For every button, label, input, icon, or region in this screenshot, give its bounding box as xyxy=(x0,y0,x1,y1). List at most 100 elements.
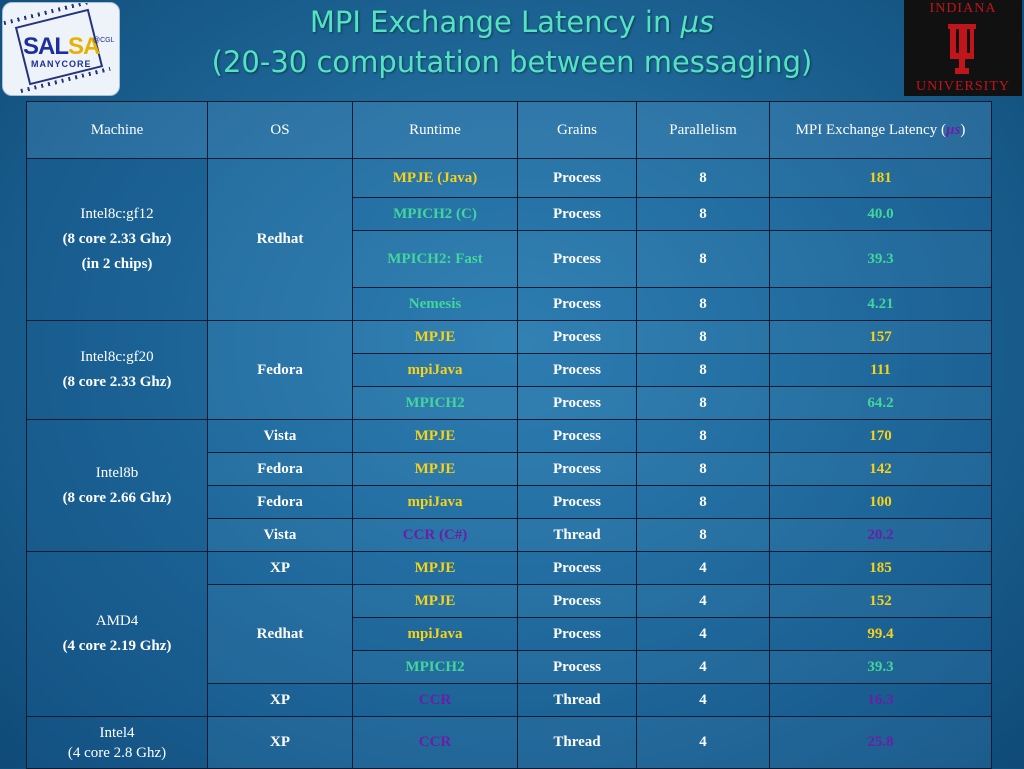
os-cell: XP xyxy=(207,551,353,585)
slide-title: MPI Exchange Latency in µs (20-30 comput… xyxy=(120,2,904,82)
runtime-cell: mpiJava xyxy=(352,485,518,519)
runtime-cell: MPICH2 (C) xyxy=(352,197,518,231)
os-cell: Vista xyxy=(207,419,353,453)
salsa-wordmark: SALSA xyxy=(23,33,100,60)
grains-cell: Process xyxy=(517,584,637,618)
header-latency: MPI Exchange Latency (µs) xyxy=(769,101,992,159)
grains-cell: Process xyxy=(517,485,637,519)
latency-cell: 181 xyxy=(769,158,992,198)
latency-cell: 100 xyxy=(769,485,992,519)
grains-cell: Process xyxy=(517,230,637,288)
latency-cell: 142 xyxy=(769,452,992,486)
indiana-university-logo: INDIANA UNIVERSITY xyxy=(904,0,1022,96)
runtime-cell: CCR xyxy=(352,683,518,717)
grains-cell: Process xyxy=(517,158,637,198)
parallelism-cell: 4 xyxy=(636,584,770,618)
runtime-cell: MPJE xyxy=(352,452,518,486)
latency-cell: 40.0 xyxy=(769,197,992,231)
parallelism-cell: 8 xyxy=(636,320,770,354)
parallelism-cell: 4 xyxy=(636,683,770,717)
parallelism-cell: 8 xyxy=(636,230,770,288)
parallelism-cell: 8 xyxy=(636,419,770,453)
parallelism-cell: 4 xyxy=(636,716,770,769)
latency-cell: 152 xyxy=(769,584,992,618)
latency-cell: 39.3 xyxy=(769,650,992,684)
latency-cell: 39.3 xyxy=(769,230,992,288)
iu-trident-icon xyxy=(948,24,976,74)
runtime-cell: CCR xyxy=(352,716,518,769)
parallelism-cell: 8 xyxy=(636,452,770,486)
grains-cell: Process xyxy=(517,386,637,420)
title-line-1: MPI Exchange Latency in µs xyxy=(309,5,715,39)
os-cell: XP xyxy=(207,683,353,717)
parallelism-cell: 4 xyxy=(636,551,770,585)
os-cell: Fedora xyxy=(207,485,353,519)
header-runtime: Runtime xyxy=(352,101,518,159)
grains-cell: Process xyxy=(517,287,637,321)
table-row: Intel8c:gf12 (8 core 2.33 Ghz) (in 2 chi… xyxy=(26,158,992,321)
latency-cell: 157 xyxy=(769,320,992,354)
table-row: mpiJava Process 4 99.4 xyxy=(27,617,992,651)
table-row: Vista CCR (C#) Thread 8 20.2 xyxy=(27,518,992,552)
machine-cell: Intel4 (4 core 2.8 Ghz) xyxy=(26,716,208,769)
salsa-manycore-logo: SALSA @CGL MANYCORE xyxy=(2,2,120,96)
os-cell: Fedora xyxy=(207,452,353,486)
latency-cell: 185 xyxy=(769,551,992,585)
runtime-cell: MPJE xyxy=(352,584,518,618)
parallelism-cell: 8 xyxy=(636,287,770,321)
latency-cell: 99.4 xyxy=(769,617,992,651)
runtime-cell: mpiJava xyxy=(352,617,518,651)
header-grains: Grains xyxy=(517,101,637,159)
grains-cell: Thread xyxy=(517,518,637,552)
table-row: MPICH2 Process 8 64.2 xyxy=(27,386,992,420)
parallelism-cell: 8 xyxy=(636,485,770,519)
machine-cell: Intel8b (8 core 2.66 Ghz) xyxy=(26,419,208,552)
table-row: Fedora MPJE Process 8 142 xyxy=(27,452,992,486)
latency-cell: 25.8 xyxy=(769,716,992,769)
latency-cell: 16.3 xyxy=(769,683,992,717)
latency-cell: 64.2 xyxy=(769,386,992,420)
runtime-cell: MPJE (Java) xyxy=(352,158,518,198)
table-row: AMD4 (4 core 2.19 Ghz) XP MPJE Process 4… xyxy=(26,551,992,717)
grains-cell: Process xyxy=(517,452,637,486)
salsa-tag: @CGL xyxy=(93,37,115,44)
parallelism-cell: 8 xyxy=(636,197,770,231)
parallelism-cell: 4 xyxy=(636,617,770,651)
grains-cell: Process xyxy=(517,419,637,453)
iu-logo-top-text: INDIANA xyxy=(929,1,997,16)
table-row: mpiJava Process 8 111 xyxy=(27,353,992,387)
title-line-2: (20-30 computation between messaging) xyxy=(211,45,813,79)
latency-table: Machine OS Runtime Grains Parallelism MP… xyxy=(26,101,992,769)
runtime-cell: MPICH2: Fast xyxy=(352,230,518,288)
grains-cell: Process xyxy=(517,551,637,585)
runtime-cell: Nemesis xyxy=(352,287,518,321)
os-cell: Fedora xyxy=(207,320,353,420)
header-os: OS xyxy=(207,101,353,159)
header-machine: Machine xyxy=(26,101,208,159)
iu-logo-bottom-text: UNIVERSITY xyxy=(916,79,1010,94)
salsa-subtitle: MANYCORE xyxy=(31,59,92,69)
table-row: MPICH2 Process 4 39.3 xyxy=(27,650,992,684)
grains-cell: Process xyxy=(517,197,637,231)
runtime-cell: MPJE xyxy=(352,419,518,453)
parallelism-cell: 4 xyxy=(636,650,770,684)
table-header-row: Machine OS Runtime Grains Parallelism MP… xyxy=(26,101,992,159)
table-row: MPICH2 (C) Process 8 40.0 xyxy=(27,197,992,231)
machine-cell: Intel8c:gf20 (8 core 2.33 Ghz) xyxy=(26,320,208,420)
table-row: MPICH2: Fast Process 8 39.3 xyxy=(27,230,992,288)
runtime-cell: MPJE xyxy=(352,320,518,354)
machine-cell: Intel8c:gf12 (8 core 2.33 Ghz) (in 2 chi… xyxy=(26,158,208,321)
runtime-cell: mpiJava xyxy=(352,353,518,387)
table-row: Nemesis Process 8 4.21 xyxy=(27,287,992,321)
runtime-cell: MPICH2 xyxy=(352,650,518,684)
machine-cell: AMD4 (4 core 2.19 Ghz) xyxy=(26,551,208,717)
grains-cell: Process xyxy=(517,320,637,354)
latency-cell: 111 xyxy=(769,353,992,387)
latency-cell: 170 xyxy=(769,419,992,453)
latency-cell: 4.21 xyxy=(769,287,992,321)
os-cell: Redhat xyxy=(207,584,353,684)
header-parallelism: Parallelism xyxy=(636,101,770,159)
parallelism-cell: 8 xyxy=(636,386,770,420)
grains-cell: Process xyxy=(517,617,637,651)
os-cell: XP xyxy=(207,716,353,769)
